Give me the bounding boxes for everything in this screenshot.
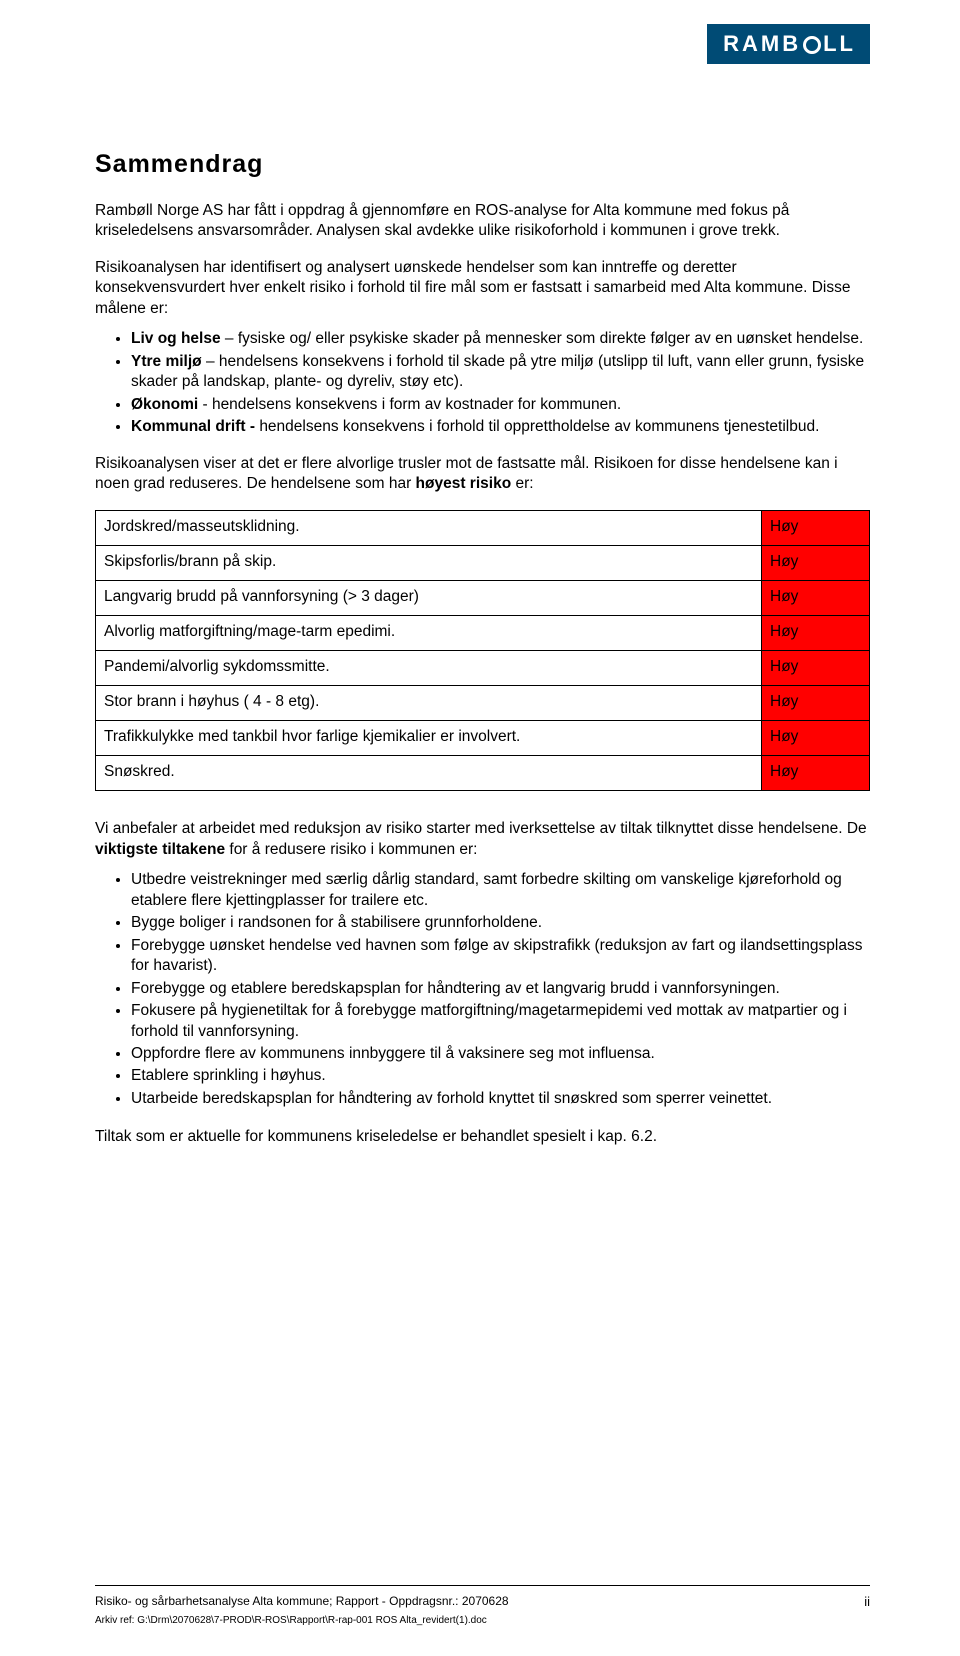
closing-paragraph: Tiltak som er aktuelle for kommunens kri… <box>95 1127 870 1147</box>
actions-intro-c: for å redusere risiko i kommunen er: <box>225 841 477 858</box>
risk-intro-bold: høyest risiko <box>416 475 512 492</box>
action-item: Utbedre veistrekninger med særlig dårlig… <box>131 870 870 911</box>
risk-level: Høy <box>762 546 870 581</box>
risk-intro-c: er: <box>511 475 533 492</box>
logo-text-left: RAMB <box>723 31 801 57</box>
risk-level: Høy <box>762 581 870 616</box>
action-item: Utarbeide beredskapsplan for håndtering … <box>131 1089 870 1109</box>
logo-text-right: LL <box>823 31 856 57</box>
intro-paragraph-2: Risikoanalysen har identifisert og analy… <box>95 258 870 319</box>
risk-level: Høy <box>762 651 870 686</box>
risk-description: Alvorlig matforgiftning/mage-tarm epedim… <box>96 616 762 651</box>
risk-description: Pandemi/alvorlig sykdomssmitte. <box>96 651 762 686</box>
goal-lead: Ytre miljø <box>131 353 202 370</box>
action-item: Oppfordre flere av kommunens innbyggere … <box>131 1044 870 1064</box>
goal-lead: Kommunal drift - <box>131 418 259 435</box>
risk-row: Skipsforlis/brann på skip.Høy <box>96 546 870 581</box>
logo-o-icon <box>803 36 821 54</box>
brand-logo: RAMB LL <box>707 24 870 64</box>
action-item: Forebygge og etablere beredskapsplan for… <box>131 979 870 999</box>
action-item: Fokusere på hygienetiltak for å forebygg… <box>131 1001 870 1042</box>
document-page: RAMB LL Sammendrag Rambøll Norge AS har f… <box>0 0 960 1656</box>
risk-description: Jordskred/masseutsklidning. <box>96 511 762 546</box>
action-item: Etablere sprinkling i høyhus. <box>131 1066 870 1086</box>
goal-text: – fysiske og/ eller psykiske skader på m… <box>221 330 864 347</box>
footer-line-1: Risiko- og sårbarhetsanalyse Alta kommun… <box>95 1594 870 1609</box>
risk-row: Trafikkulykke med tankbil hvor farlige k… <box>96 721 870 756</box>
goal-text: hendelsens konsekvens i forhold til oppr… <box>259 418 819 435</box>
goal-item: Økonomi - hendelsens konsekvens i form a… <box>131 395 870 415</box>
page-title: Sammendrag <box>95 150 870 179</box>
risk-row: Langvarig brudd på vannforsyning (> 3 da… <box>96 581 870 616</box>
goal-item: Ytre miljø – hendelsens konsekvens i for… <box>131 352 870 393</box>
risk-row: Alvorlig matforgiftning/mage-tarm epedim… <box>96 616 870 651</box>
risk-row: Pandemi/alvorlig sykdomssmitte.Høy <box>96 651 870 686</box>
risk-level: Høy <box>762 721 870 756</box>
risk-table: Jordskred/masseutsklidning.HøySkipsforli… <box>95 510 870 791</box>
risk-row: Jordskred/masseutsklidning.Høy <box>96 511 870 546</box>
action-item: Bygge boliger i randsonen for å stabilis… <box>131 913 870 933</box>
risk-level: Høy <box>762 686 870 721</box>
goal-item: Kommunal drift - hendelsens konsekvens i… <box>131 417 870 437</box>
footer-left-text: Risiko- og sårbarhetsanalyse Alta kommun… <box>95 1594 509 1609</box>
risk-intro-paragraph: Risikoanalysen viser at det er flere alv… <box>95 454 870 495</box>
goal-text: – hendelsens konsekvens i forhold til sk… <box>131 353 864 390</box>
footer-archive-ref: Arkiv ref: G:\Drm\2070628\7-PROD\R-ROS\R… <box>95 1615 870 1626</box>
risk-table-body: Jordskred/masseutsklidning.HøySkipsforli… <box>96 511 870 791</box>
intro-paragraph-1: Rambøll Norge AS har fått i oppdrag å gj… <box>95 201 870 242</box>
risk-level: Høy <box>762 616 870 651</box>
actions-list: Utbedre veistrekninger med særlig dårlig… <box>95 870 870 1109</box>
risk-row: Stor brann i høyhus ( 4 - 8 etg).Høy <box>96 686 870 721</box>
goal-lead: Økonomi <box>131 396 198 413</box>
actions-intro-a: Vi anbefaler at arbeidet med reduksjon a… <box>95 820 867 837</box>
goal-lead: Liv og helse <box>131 330 221 347</box>
action-item: Forebygge uønsket hendelse ved havnen so… <box>131 936 870 977</box>
risk-description: Langvarig brudd på vannforsyning (> 3 da… <box>96 581 762 616</box>
goal-text: - hendelsens konsekvens i form av kostna… <box>198 396 621 413</box>
risk-description: Snøskred. <box>96 756 762 791</box>
risk-level: Høy <box>762 756 870 791</box>
goals-list: Liv og helse – fysiske og/ eller psykisk… <box>95 329 870 437</box>
risk-row: Snøskred.Høy <box>96 756 870 791</box>
goal-item: Liv og helse – fysiske og/ eller psykisk… <box>131 329 870 349</box>
risk-description: Trafikkulykke med tankbil hvor farlige k… <box>96 721 762 756</box>
actions-intro-paragraph: Vi anbefaler at arbeidet med reduksjon a… <box>95 819 870 860</box>
page-footer: Risiko- og sårbarhetsanalyse Alta kommun… <box>95 1585 870 1626</box>
risk-description: Skipsforlis/brann på skip. <box>96 546 762 581</box>
risk-level: Høy <box>762 511 870 546</box>
page-number: ii <box>864 1594 870 1609</box>
actions-intro-bold: viktigste tiltakene <box>95 841 225 858</box>
risk-description: Stor brann i høyhus ( 4 - 8 etg). <box>96 686 762 721</box>
